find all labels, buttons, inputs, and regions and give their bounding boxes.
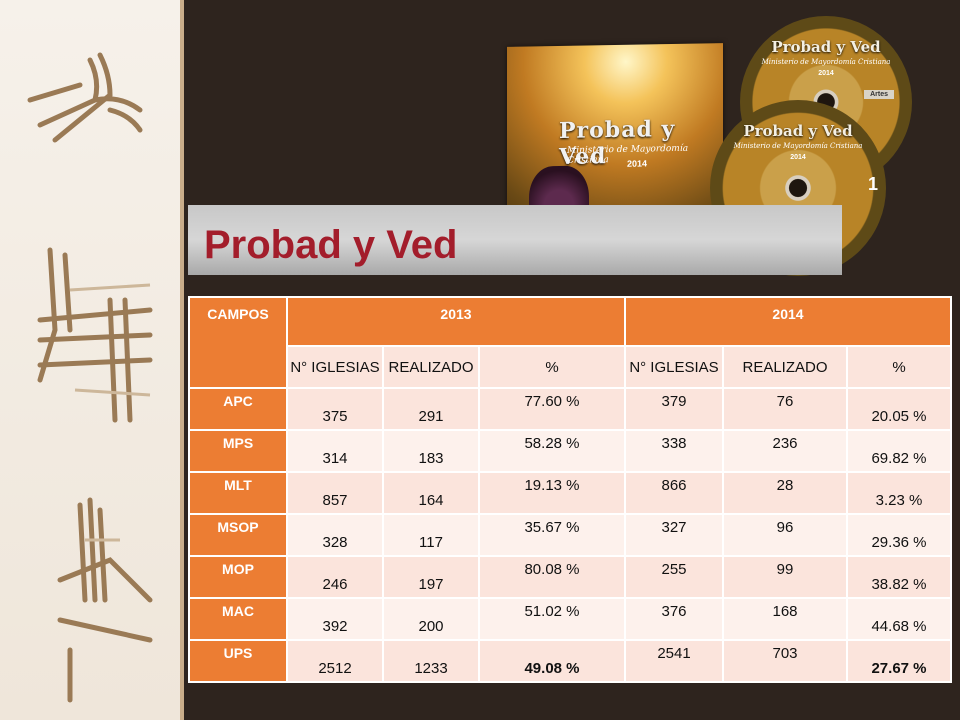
header-campos: CAMPOS [188, 296, 288, 389]
header-2013: 2013 [286, 296, 626, 347]
page-title: Probad y Ved [204, 223, 458, 267]
row-campo: UPS [188, 639, 288, 683]
cell-iglesias-2013: 314 [286, 429, 384, 473]
cell-iglesias-2014: 2541 [624, 639, 724, 683]
cell-realizado-2013: 200 [382, 597, 480, 641]
row-campo: MOP [188, 555, 288, 599]
cell-percent-2014: 38.82 % [846, 555, 952, 599]
row-campo: MSOP [188, 513, 288, 557]
disc-subtitle: Ministerio de Mayordomía Cristiana [761, 58, 891, 66]
cell-percent-2013: 35.67 % [478, 513, 626, 557]
cell-iglesias-2013: 392 [286, 597, 384, 641]
header-iglesias-2014: N° IGLESIAS [624, 345, 724, 389]
table-row: MAC 392 200 51.02 % 376 168 44.68 % [188, 597, 952, 641]
cell-percent-2014: 29.36 % [846, 513, 952, 557]
cell-iglesias-2013: 2512 [286, 639, 384, 683]
row-campo: MAC [188, 597, 288, 641]
header-row-columns: N° IGLESIAS REALIZADO % N° IGLESIAS REAL… [189, 345, 952, 389]
cell-realizado-2013: 197 [382, 555, 480, 599]
cover-year: 2014 [627, 158, 648, 169]
results-table: CAMPOS 2013 2014 N° IGLESIAS REALIZADO %… [188, 296, 952, 683]
cell-percent-2013: 19.13 % [478, 471, 626, 515]
cell-iglesias-2014: 255 [624, 555, 724, 599]
cell-percent-2014: 69.82 % [846, 429, 952, 473]
cell-iglesias-2014: 338 [624, 429, 724, 473]
table-row: APC 375 291 77.60 % 379 76 20.05 % [188, 387, 952, 431]
cell-realizado-2013: 117 [382, 513, 480, 557]
cell-iglesias-2014: 379 [624, 387, 724, 431]
table-row-total: UPS 2512 1233 49.08 % 2541 703 27.67 % [188, 639, 952, 683]
cell-iglesias-2013: 857 [286, 471, 384, 515]
cell-iglesias-2014: 327 [624, 513, 724, 557]
decorative-sidebar [0, 0, 180, 720]
title-banner: Probad y Ved [188, 205, 842, 275]
header-realizado-2013: REALIZADO [382, 345, 480, 389]
cell-realizado-2013: 1233 [382, 639, 480, 683]
cell-realizado-2013: 183 [382, 429, 480, 473]
cell-percent-2013: 77.60 % [478, 387, 626, 431]
header-realizado-2014: REALIZADO [722, 345, 848, 389]
disc-tag: Artes [864, 90, 894, 99]
cell-realizado-2013: 291 [382, 387, 480, 431]
sidebar-edge [180, 0, 184, 720]
header-percent-2013: % [478, 345, 626, 389]
hands-illustration-icon [27, 52, 153, 703]
cell-percent-2013: 49.08 % [478, 639, 626, 683]
cell-percent-2013: 80.08 % [478, 555, 626, 599]
row-campo: MLT [188, 471, 288, 515]
header-percent-2014: % [846, 345, 952, 389]
header-iglesias-2013: N° IGLESIAS [286, 345, 384, 389]
disc-year: 2014 [790, 154, 806, 161]
cell-percent-2014: 27.67 % [846, 639, 952, 683]
cell-percent-2014: 44.68 % [846, 597, 952, 641]
cell-iglesias-2013: 375 [286, 387, 384, 431]
disc-number: 1 [867, 174, 878, 194]
table-row: MOP 246 197 80.08 % 255 99 38.82 % [188, 555, 952, 599]
cell-percent-2013: 51.02 % [478, 597, 626, 641]
header-2014: 2014 [624, 296, 952, 347]
row-campo: MPS [188, 429, 288, 473]
header-row-years: CAMPOS 2013 2014 [188, 296, 952, 389]
cell-iglesias-2014: 376 [624, 597, 724, 641]
cell-realizado-2014: 28 [722, 471, 848, 515]
cell-realizado-2014: 99 [722, 555, 848, 599]
cell-realizado-2014: 168 [722, 597, 848, 641]
cell-iglesias-2013: 328 [286, 513, 384, 557]
disc-title: Probad y Ved [771, 38, 881, 56]
cell-realizado-2014: 76 [722, 387, 848, 431]
cell-percent-2013: 58.28 % [478, 429, 626, 473]
row-campo: APC [188, 387, 288, 431]
disc-title: Probad y Ved [743, 122, 853, 140]
table-row: MSOP 328 117 35.67 % 327 96 29.36 % [188, 513, 952, 557]
cell-iglesias-2014: 866 [624, 471, 724, 515]
cell-realizado-2014: 96 [722, 513, 848, 557]
cell-percent-2014: 3.23 % [846, 471, 952, 515]
table-row: MPS 314 183 58.28 % 338 236 69.82 % [188, 429, 952, 473]
cell-realizado-2014: 236 [722, 429, 848, 473]
cell-realizado-2013: 164 [382, 471, 480, 515]
cell-percent-2014: 20.05 % [846, 387, 952, 431]
disc-subtitle: Ministerio de Mayordomía Cristiana [733, 142, 863, 150]
table-row: MLT 857 164 19.13 % 866 28 3.23 % [188, 471, 952, 515]
disc-year: 2014 [818, 70, 834, 77]
cell-realizado-2014: 703 [722, 639, 848, 683]
cell-iglesias-2013: 246 [286, 555, 384, 599]
